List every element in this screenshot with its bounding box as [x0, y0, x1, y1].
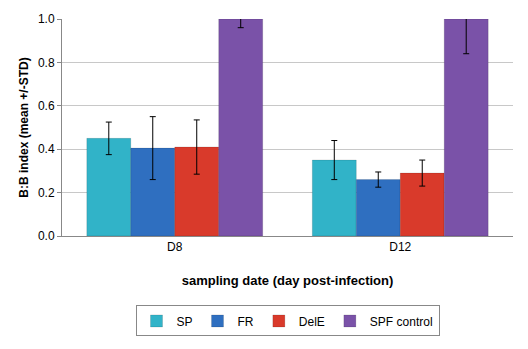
- svg-text:D8: D8: [167, 240, 183, 254]
- svg-text:sampling date (day post-infect: sampling date (day post-infection): [182, 273, 394, 288]
- svg-text:0.6: 0.6: [38, 99, 55, 113]
- svg-text:DelE: DelE: [299, 315, 325, 329]
- svg-text:1.0: 1.0: [38, 12, 55, 26]
- svg-text:FR: FR: [238, 315, 254, 329]
- svg-text:SPF control: SPF control: [370, 315, 433, 329]
- svg-text:0.4: 0.4: [38, 142, 55, 156]
- svg-text:0.0: 0.0: [38, 229, 55, 243]
- svg-text:SP: SP: [177, 315, 193, 329]
- svg-text:B:B index (mean +/-STD): B:B index (mean +/-STD): [17, 57, 31, 197]
- svg-text:0.2: 0.2: [38, 186, 55, 200]
- svg-text:D12: D12: [389, 240, 411, 254]
- svg-text:0.8: 0.8: [38, 56, 55, 70]
